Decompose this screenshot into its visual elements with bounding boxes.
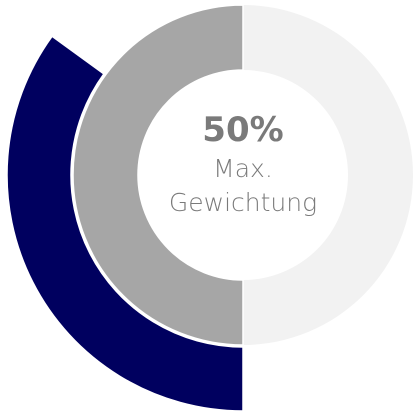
center-label: Max. Gewichtung xyxy=(168,154,318,217)
value-label: 50% xyxy=(202,110,284,150)
track xyxy=(243,5,413,345)
center-text: 50% Max. Gewichtung xyxy=(153,108,333,220)
arc xyxy=(72,4,244,346)
arc xyxy=(6,35,244,411)
